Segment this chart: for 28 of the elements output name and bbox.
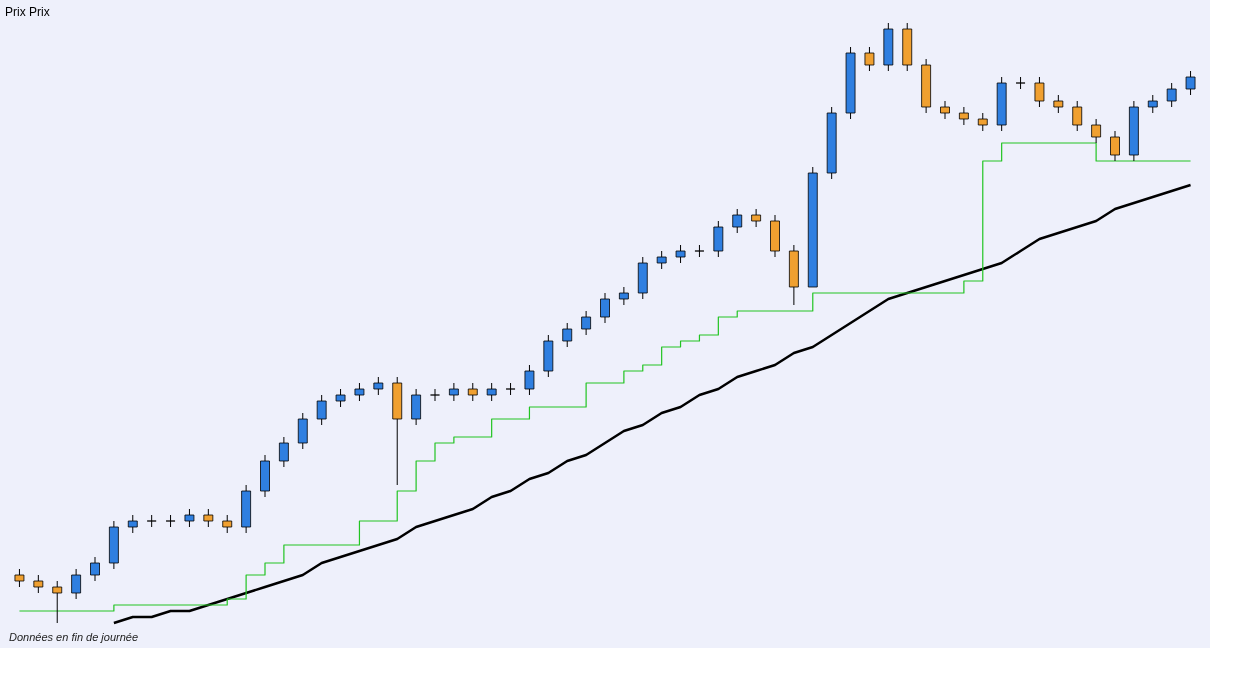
candlestick (1034, 76, 1045, 108)
candlestick (1185, 70, 1196, 96)
candlestick (52, 580, 63, 624)
candlestick (958, 106, 969, 126)
candlestick (1072, 100, 1083, 132)
text: Données en fin de journée (9, 631, 139, 643)
candlestick (316, 394, 327, 426)
candlestick (581, 310, 592, 336)
candlestick (524, 364, 535, 396)
candlestick (90, 556, 100, 582)
candlestick (713, 220, 724, 258)
candlestick (430, 388, 440, 402)
candlestick (297, 412, 308, 450)
candlestick (1110, 130, 1120, 162)
candlestick (1091, 118, 1102, 144)
candlestick (940, 100, 950, 120)
candlestick (1166, 82, 1177, 108)
chart-title: Prix Prix (5, 4, 50, 19)
candlestick (618, 286, 629, 306)
candlestick (864, 46, 875, 72)
candlestick (71, 568, 82, 600)
candlestick (600, 292, 610, 324)
candlestick (411, 388, 422, 426)
candlestick (278, 436, 289, 468)
candlestick (562, 322, 573, 348)
candlestick (751, 208, 762, 228)
candlestick (448, 382, 459, 402)
candlestick (732, 208, 743, 234)
